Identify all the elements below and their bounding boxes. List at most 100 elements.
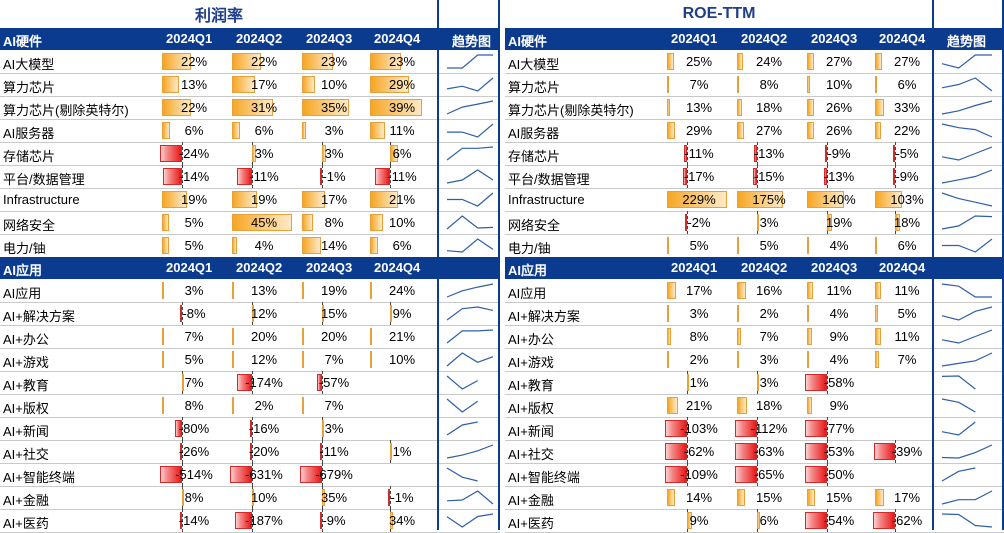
- cell-value: 17%: [685, 283, 713, 298]
- cell-value: 23%: [320, 54, 348, 69]
- negative-bar: [805, 443, 827, 460]
- negative-bar: [160, 145, 182, 162]
- cell-value: -1%: [390, 490, 414, 505]
- positive-bar: [875, 328, 881, 345]
- positive-bar: [162, 397, 164, 414]
- table-row: 平台/数据管理 -17% -15% -13% -9%: [505, 165, 1004, 189]
- value-cell: 17%: [230, 73, 298, 96]
- value-cell: 8%: [160, 486, 228, 509]
- value-cell: 25%: [665, 50, 733, 73]
- positive-bar: [252, 145, 256, 162]
- table-row: AI+医药 -14% -187% -9% 34%: [0, 509, 500, 533]
- negative-bar: [665, 420, 687, 437]
- positive-bar: [737, 282, 746, 299]
- quarter-header: 2024Q2: [741, 31, 788, 46]
- table-row: AI+办公 7% 20% 20% 21%: [0, 325, 500, 349]
- positive-bar: [370, 122, 385, 139]
- cell-value: 31%: [250, 100, 278, 115]
- row-label: AI+金融: [508, 493, 554, 508]
- quarter-header: 2024Q4: [879, 31, 926, 46]
- cell-value: 34%: [388, 513, 416, 528]
- value-cell: 27%: [805, 50, 873, 73]
- cell-value: -11%: [249, 169, 279, 184]
- value-cell: 22%: [160, 96, 228, 119]
- quarter-header: 2024Q1: [166, 31, 213, 46]
- positive-bar: [370, 351, 372, 368]
- negative-bar: [893, 168, 895, 185]
- sparkline-svg: [446, 100, 494, 115]
- value-cell: 14%: [300, 234, 368, 257]
- value-cell: -9%: [300, 509, 368, 532]
- sparkline-path: [447, 123, 494, 138]
- value-cell: -50%: [805, 463, 873, 486]
- cell-value: 10%: [388, 352, 416, 367]
- cell-value: 8%: [759, 77, 779, 92]
- cell-value: 18%: [893, 215, 921, 230]
- cell-value: 10%: [320, 77, 348, 92]
- value-cell: 5%: [735, 234, 803, 257]
- trend-sparkline: [941, 351, 993, 368]
- trend-sparkline: [446, 443, 494, 460]
- sparkline-path: [941, 398, 976, 413]
- row-label: 算力芯片(剔除英特尔): [508, 103, 634, 118]
- positive-bar: [757, 512, 760, 529]
- value-cell: 19%: [805, 211, 873, 234]
- table-row: AI+办公 8% 7% 9% 11%: [505, 325, 1004, 349]
- cell-value: 6%: [759, 513, 779, 528]
- negative-bar: [230, 466, 252, 483]
- zero-axis: [757, 463, 758, 486]
- quarter-header: 2024Q2: [741, 260, 788, 275]
- positive-bar: [370, 53, 401, 70]
- cell-value: 26%: [825, 100, 853, 115]
- zero-axis: [252, 371, 253, 394]
- cell-value: 7%: [759, 329, 779, 344]
- cell-value: -39%: [891, 444, 923, 459]
- value-cell: -17%: [665, 165, 733, 188]
- sparkline-path: [446, 467, 478, 482]
- positive-bar: [232, 328, 234, 345]
- cell-value: 39%: [388, 100, 416, 115]
- value-cell: 11%: [368, 119, 436, 142]
- positive-bar: [302, 191, 325, 208]
- trend-header: 趋势图: [947, 34, 987, 49]
- value-cell: 2%: [665, 348, 733, 371]
- table-row: AI+游戏 2% 3% 4% 7%: [505, 348, 1004, 372]
- value-cell: [368, 371, 436, 394]
- zero-axis: [687, 142, 688, 165]
- positive-bar: [875, 351, 879, 368]
- negative-bar: [893, 145, 895, 162]
- zero-axis: [827, 371, 828, 394]
- value-cell: -13%: [735, 142, 803, 165]
- value-cell: -58%: [805, 371, 873, 394]
- cell-value: -14%: [178, 513, 210, 528]
- value-cell: [368, 463, 436, 486]
- value-cell: 10%: [368, 211, 436, 234]
- value-cell: 20%: [230, 325, 298, 348]
- cell-value: 8%: [689, 329, 709, 344]
- sparkline-svg: [446, 375, 478, 390]
- trend-sparkline: [446, 420, 494, 437]
- section-header: AI应用 2024Q1 2024Q2 2024Q3 2024Q4: [505, 257, 1004, 279]
- table-row: AI应用 17% 16% 11% 11%: [505, 279, 1004, 303]
- positive-bar: [302, 351, 304, 368]
- cell-value: -103%: [680, 421, 718, 436]
- sparkline-path: [941, 54, 992, 69]
- cell-value: 6%: [392, 146, 412, 161]
- cell-value: 22%: [893, 123, 921, 138]
- sparkline-svg: [446, 238, 494, 253]
- value-cell: -679%: [300, 463, 368, 486]
- cell-value: 13%: [250, 283, 278, 298]
- positive-bar: [737, 397, 747, 414]
- cell-value: -63%: [753, 444, 785, 459]
- sparkline-svg: [941, 329, 993, 344]
- value-cell: 20%: [300, 325, 368, 348]
- positive-bar: [302, 237, 321, 254]
- row-label: AI+医药: [508, 516, 554, 531]
- positive-bar: [232, 282, 234, 299]
- value-cell: -24%: [160, 142, 228, 165]
- value-cell: -53%: [805, 440, 873, 463]
- sparkline-svg: [942, 238, 993, 253]
- zero-axis: [322, 440, 323, 463]
- cell-value: 4%: [829, 352, 849, 367]
- table-roe: ROE-TTM AI硬件 2024Q1 2024Q2 2024Q3 2024Q4 趋势图 AI…: [505, 0, 1004, 533]
